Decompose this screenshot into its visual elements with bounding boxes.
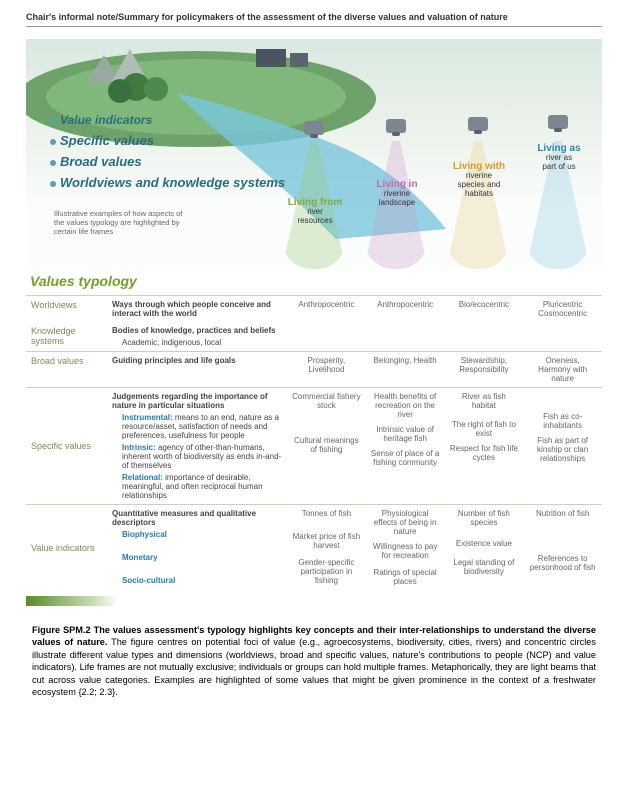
vi-c1b: Market price of fish harvest — [292, 532, 361, 550]
vi-c3b: Existence value — [450, 539, 519, 548]
vi-c1c: Gender-specific participation in fishing — [292, 558, 361, 585]
lamp-icon — [304, 121, 324, 135]
vi-c2a: Physiological effects of being in nature — [371, 509, 440, 536]
row-broad-label: Broad values — [26, 352, 107, 388]
bv-c1: Prosperity, Livelihood — [287, 352, 366, 388]
arc-value-indicators: Value indicators — [50, 113, 152, 127]
sv-relational: Relational: importance of desirable, mea… — [112, 473, 282, 500]
arc-worldviews: Worldviews and knowledge systems — [50, 175, 285, 190]
wv-c4: Pluricentric Cosmocentric — [523, 296, 602, 323]
row-knowledge-desc2: Academic, indigenous, local — [112, 338, 282, 347]
caption-rest: The figure centres on potential foci of … — [32, 637, 596, 697]
row-broad-desc: Guiding principles and life goals — [112, 356, 236, 365]
wv-c3: Bio/ecocentric — [445, 296, 524, 323]
life-frame-label-0: Living fromriver resources — [280, 197, 350, 226]
vi-soc: Socio-cultural — [112, 576, 282, 585]
row-indicators-label: Value indicators — [26, 505, 107, 591]
bv-c4: Oneness, Harmony with nature — [523, 352, 602, 388]
vi-c2c: Ratings of special places — [371, 568, 440, 586]
sv-c1b: Cultural meanings of fishing — [292, 436, 361, 454]
vi-c3a: Number of fish species — [450, 509, 519, 527]
bv-c3: Stewardship, Responsibility — [445, 352, 524, 388]
illustrative-note: Illustrative examples of how aspects of … — [54, 209, 184, 236]
sv-head: Judgements regarding the importance of n… — [112, 392, 268, 410]
arc-broad-values: Broad values — [50, 154, 142, 169]
wv-c1: Anthropocentric — [287, 296, 366, 323]
bv-c2: Belonging, Health — [366, 352, 445, 388]
life-frame-label-1: Living inriverine landscape — [362, 179, 432, 208]
vi-c4a: Nutrition of fish — [528, 509, 597, 518]
divider-bar — [26, 596, 602, 606]
sv-instrumental: Instrumental: means to an end, nature as… — [112, 413, 282, 440]
sv-c2c: Sense of place of a fishing community — [371, 449, 440, 467]
wv-c2: Anthropocentric — [366, 296, 445, 323]
illustration-panel: Value indicators Specific values Broad v… — [26, 39, 602, 269]
spotlights: Living fromriver resources Living inriver… — [274, 99, 594, 269]
vi-c3c: Legal standing of biodiversity — [450, 558, 519, 576]
sv-c3a: River as fish habitat — [450, 392, 519, 410]
arc-specific-values: Specific values — [50, 133, 154, 148]
row-worldviews-desc: Ways through which people conceive and i… — [112, 300, 271, 318]
sv-c2b: Intrinsic value of heritage fish — [371, 425, 440, 443]
vi-bio: Biophysical — [112, 530, 282, 539]
vi-c1a: Tonnes of fish — [292, 509, 361, 518]
vi-mon: Monetary — [112, 553, 282, 562]
lamp-icon — [548, 115, 568, 129]
sv-c3b: The right of fish to exist — [450, 420, 519, 438]
figure-caption: Figure SPM.2 The values assessment's typ… — [26, 624, 602, 699]
sv-c1a: Commercial fishery stock — [292, 392, 361, 410]
row-specific-label: Specific values — [26, 388, 107, 505]
row-knowledge-label: Knowledge systems — [26, 322, 107, 352]
vi-c2b: Willingness to pay for recreation — [371, 542, 440, 560]
lamp-icon — [468, 117, 488, 131]
values-typology-title: Values typology — [30, 273, 602, 289]
page-header: Chair's informal note/Summary for policy… — [26, 12, 602, 27]
row-worldviews-label: Worldviews — [26, 296, 107, 323]
sv-c4b: Fish as part of kinship or clan relation… — [528, 436, 597, 463]
sv-c3c: Respect for fish life cycles — [450, 444, 519, 462]
row-knowledge-desc: Bodies of knowledge, practices and belie… — [112, 326, 276, 335]
vi-head: Quantitative measures and qualitative de… — [112, 509, 256, 527]
typology-table: Worldviews Ways through which people con… — [26, 295, 602, 590]
sv-c2a: Health benefits of recreation on the riv… — [371, 392, 440, 419]
sv-c4a: Fish as co-inhabitants — [528, 412, 597, 430]
sv-intrinsic: Intrinsic: agency of other-than-humans, … — [112, 443, 282, 470]
vi-c4c: References to personhood of fish — [528, 554, 597, 572]
life-frame-label-3: Living asriver as part of us — [524, 143, 594, 172]
life-frame-label-2: Living withriverine species and habitats — [444, 161, 514, 198]
lamp-icon — [386, 119, 406, 133]
figure-spm2: Value indicators Specific values Broad v… — [26, 39, 602, 699]
